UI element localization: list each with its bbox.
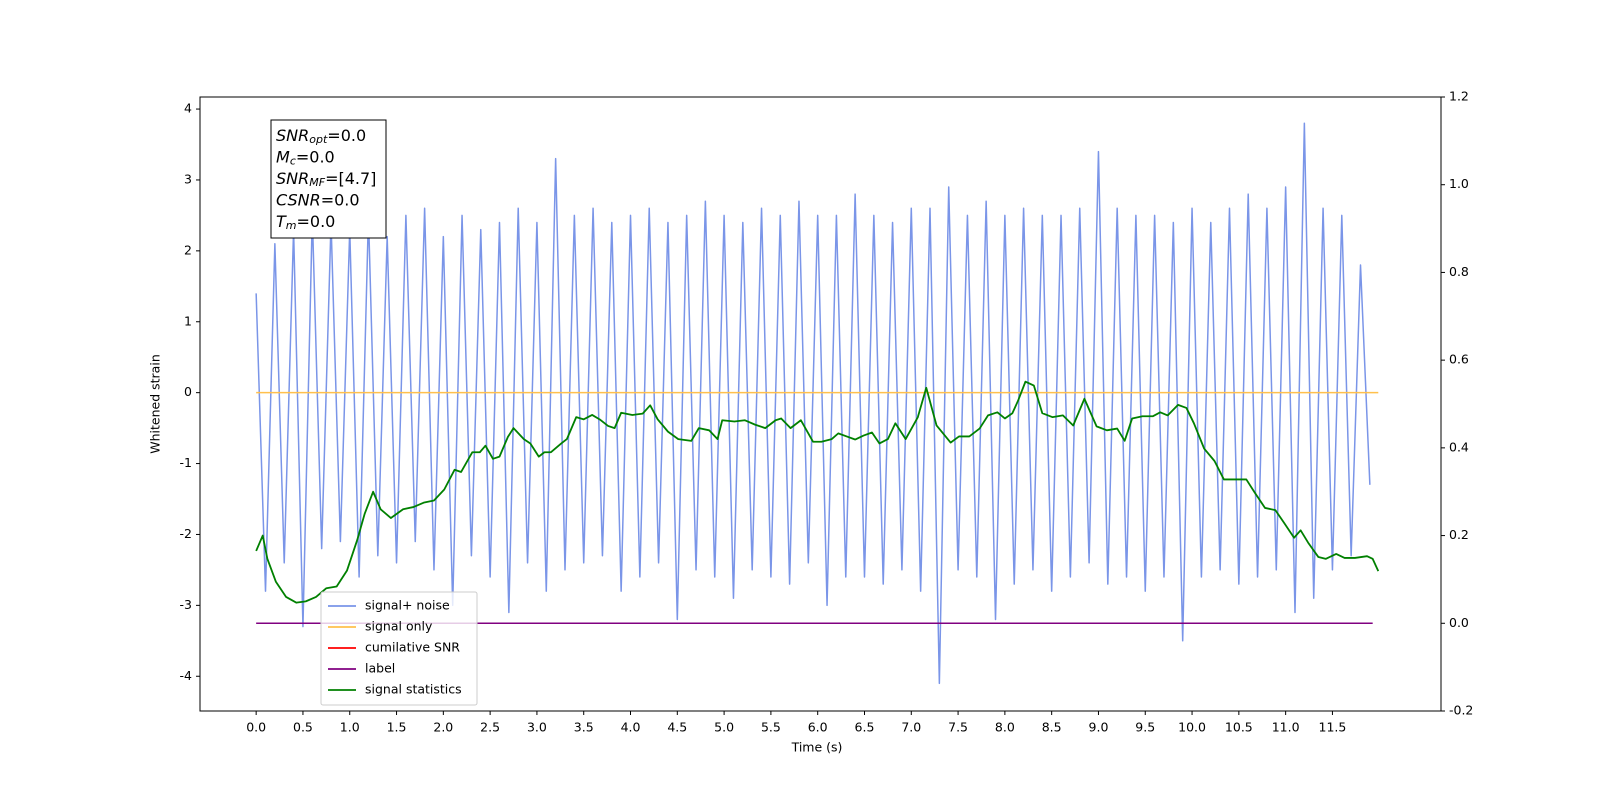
annotation-line: CSNR=0.0 [276, 190, 360, 209]
x-tick-label: 7.5 [948, 720, 968, 735]
y-tick-label: 1 [184, 313, 192, 328]
x-tick-label: 1.5 [387, 720, 407, 735]
y2-tick-label: 0.6 [1449, 352, 1469, 367]
x-tick-label: 10.0 [1178, 720, 1206, 735]
x-tick-label: 4.5 [667, 720, 687, 735]
x-tick-label: 5.5 [761, 720, 781, 735]
y2-tick-label: 1.2 [1449, 89, 1469, 104]
y-tick-label: 0 [184, 384, 192, 399]
x-axis-label: Time (s) [791, 740, 843, 755]
x-tick-label: 4.0 [621, 720, 641, 735]
x-tick-label: 2.5 [480, 720, 500, 735]
annotation-line: Tm=0.0 [276, 212, 335, 233]
annotation-symbol: T [276, 212, 287, 231]
x-tick-label: 11.5 [1319, 720, 1347, 735]
legend-box [320, 591, 478, 706]
annotation-box [270, 119, 387, 239]
annotation-subscript: opt [309, 133, 328, 146]
x-tick-label: 6.5 [855, 720, 875, 735]
y2-tick-label: 0.4 [1449, 439, 1469, 454]
annotation-subscript: MF [309, 176, 325, 189]
x-tick-label: 3.0 [527, 720, 547, 735]
x-tick-label: 9.5 [1135, 720, 1155, 735]
legend-label: label [365, 661, 395, 676]
annotation-line: SNRopt=0.0 [276, 126, 366, 147]
annotation-symbol: SNR [276, 169, 309, 188]
x-tick-label: 10.5 [1225, 720, 1253, 735]
x-tick-label: 6.0 [808, 720, 828, 735]
legend-label: signal only [365, 619, 433, 634]
x-tick-label: 0.5 [293, 720, 313, 735]
annotation-line: Mc=0.0 [276, 147, 335, 168]
x-tick-label: 3.5 [574, 720, 594, 735]
annotation-value: =0.0 [296, 147, 335, 166]
annotation-value: =0.0 [297, 212, 336, 231]
annotation-value: =0.0 [327, 126, 366, 145]
x-tick-label: 8.0 [995, 720, 1015, 735]
annotation-symbol: SNR [276, 126, 309, 145]
annotation-subscript: c [290, 155, 296, 168]
x-tick-label: 0.0 [246, 720, 266, 735]
y-tick-label: -2 [180, 526, 192, 541]
x-tick-label: 9.0 [1089, 720, 1109, 735]
x-tick-label: 11.0 [1272, 720, 1300, 735]
series-line [255, 122, 1371, 685]
y-tick-label: 2 [184, 242, 192, 257]
annotation-symbol: CSNR [276, 190, 321, 209]
annotation-symbol: M [276, 147, 290, 166]
y2-tick-label: 0.8 [1449, 264, 1469, 279]
series-line [255, 380, 1380, 604]
annotation-value: =[4.7] [325, 169, 376, 188]
y-tick-label: 3 [184, 171, 192, 186]
annotation-line: SNRMF=[4.7] [276, 169, 376, 190]
x-tick-label: 2.0 [433, 720, 453, 735]
annotation-subscript: m [286, 219, 297, 232]
x-tick-label: 1.0 [340, 720, 360, 735]
y2-tick-label: -0.2 [1449, 703, 1473, 718]
y2-tick-label: 0.0 [1449, 615, 1469, 630]
legend-label: cumilative SNR [365, 640, 460, 655]
x-tick-label: 7.0 [901, 720, 921, 735]
x-tick-label: 8.5 [1042, 720, 1062, 735]
legend-label: signal+ noise [365, 598, 450, 613]
plot-frame [199, 96, 1442, 712]
y-axis-label: Whitened strain [148, 354, 163, 453]
annotation-value: =0.0 [321, 190, 360, 209]
y2-tick-label: 0.2 [1449, 527, 1469, 542]
y2-tick-label: 1.0 [1449, 176, 1469, 191]
x-tick-label: 5.0 [714, 720, 734, 735]
legend-label: signal statistics [365, 682, 462, 697]
y-tick-label: -3 [180, 597, 192, 612]
y-tick-label: -1 [180, 455, 192, 470]
y-tick-label: -4 [180, 668, 193, 683]
y-tick-label: 4 [184, 101, 192, 116]
